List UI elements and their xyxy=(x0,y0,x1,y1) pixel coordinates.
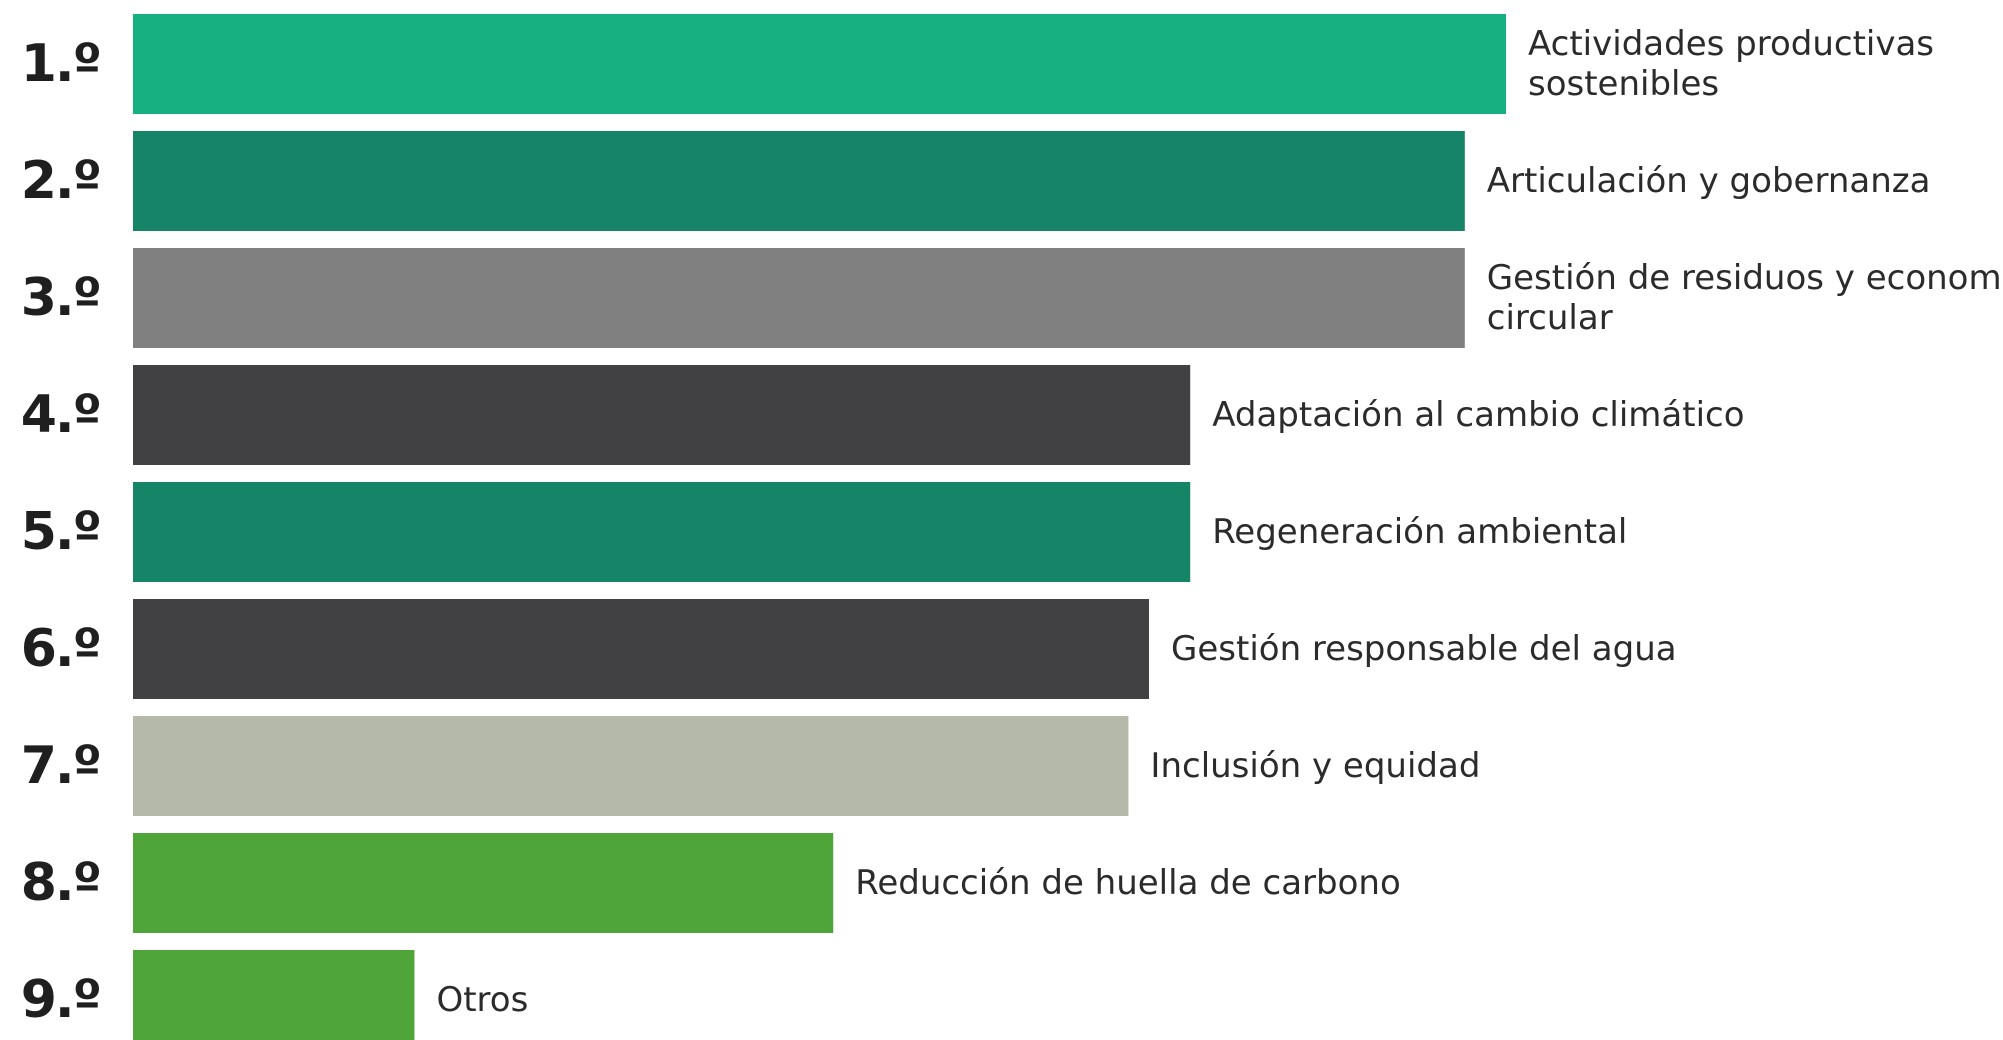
category-label-4: Adaptación al cambio climático xyxy=(1212,395,1744,435)
bar-4 xyxy=(133,365,1191,465)
rank-label-1: 1.º xyxy=(21,34,100,94)
category-label-line: Otros xyxy=(436,980,528,1020)
bar-6 xyxy=(133,599,1150,699)
rank-label-7: 7.º xyxy=(21,736,100,796)
rank-label-3: 3.º xyxy=(21,268,100,328)
category-label-3: Gestión de residuos y economía circular xyxy=(1487,258,2003,338)
category-label-line: Gestión de residuos y economía xyxy=(1487,258,2003,298)
bar-3 xyxy=(133,248,1465,348)
rank-label-6: 6.º xyxy=(21,619,100,679)
category-label-line: Inclusión y equidad xyxy=(1150,746,1480,786)
rank-label-5: 5.º xyxy=(21,502,100,562)
category-label-6: Gestión responsable del agua xyxy=(1171,629,1677,669)
rank-label-8: 8.º xyxy=(21,853,100,913)
category-label-line: sostenibles xyxy=(1528,64,1719,104)
category-label-8: Reducción de huella de carbono xyxy=(855,863,1401,903)
category-label-line: Actividades productivas xyxy=(1528,24,1934,64)
category-label-line: Articulación y gobernanza xyxy=(1487,161,1931,201)
bar-2 xyxy=(133,131,1465,231)
category-label-5: Regeneración ambiental xyxy=(1212,512,1627,552)
category-label-9: Otros xyxy=(436,980,528,1020)
category-label-7: Inclusión y equidad xyxy=(1150,746,1480,786)
bar-7 xyxy=(133,716,1129,816)
rank-labels: 1.º 2.º 3.º 4.º 5.º 6.º 7.º 8.º 9.º xyxy=(21,34,102,1030)
bars-layer xyxy=(133,14,1506,1040)
bar-5 xyxy=(133,482,1191,582)
category-label-2: Articulación y gobernanza xyxy=(1487,161,1931,201)
rank-label-2: 2.º xyxy=(21,151,100,211)
bar-1 xyxy=(133,14,1506,114)
category-label-line: circular xyxy=(1487,298,1613,338)
bar-9 xyxy=(133,950,415,1040)
rank-label-4: 4.º xyxy=(21,385,100,445)
category-label-line: Reducción de huella de carbono xyxy=(855,863,1401,903)
category-label-line: Regeneración ambiental xyxy=(1212,512,1627,552)
category-labels: Actividades productivas sostenibles Articu… xyxy=(436,24,2003,1020)
category-label-line: Gestión responsable del agua xyxy=(1171,629,1677,669)
rank-label-9: 9.º xyxy=(21,970,100,1030)
category-label-line: Adaptación al cambio climático xyxy=(1212,395,1744,435)
category-label-1: Actividades productivas sostenibles xyxy=(1528,24,1934,104)
bar-8 xyxy=(133,833,834,933)
